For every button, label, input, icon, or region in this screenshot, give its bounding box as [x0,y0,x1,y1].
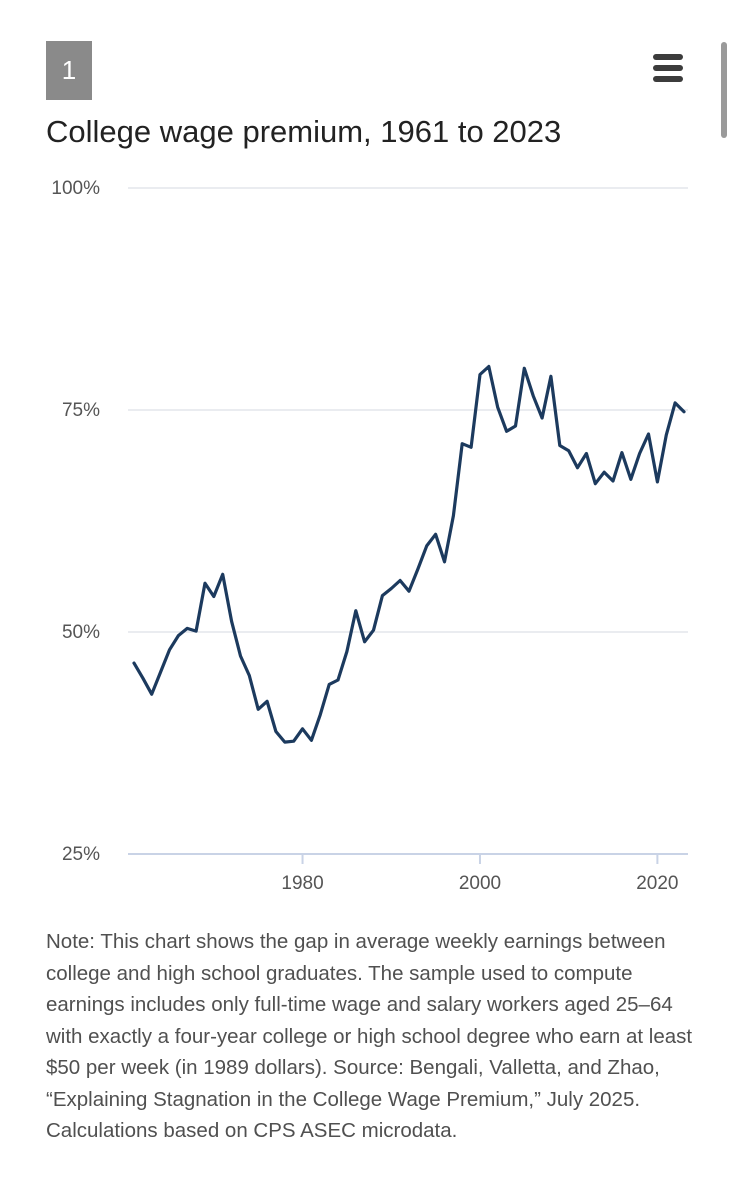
data-point[interactable] [378,592,386,600]
data-point[interactable] [512,422,520,430]
data-point[interactable] [441,558,449,566]
x-tick-label: 2020 [636,873,678,894]
y-tick-label: 75% [62,400,100,421]
data-point[interactable] [503,427,511,435]
data-point[interactable] [352,607,360,615]
data-point[interactable] [183,624,191,632]
data-point[interactable] [157,668,165,676]
data-point[interactable] [653,478,661,486]
data-point[interactable] [334,676,342,684]
data-point[interactable] [219,570,227,578]
scrollbar-thumb[interactable] [721,42,727,138]
data-point[interactable] [467,443,475,451]
data-point[interactable] [494,403,502,411]
data-point[interactable] [609,477,617,485]
hamburger-menu-icon [653,76,683,82]
data-point[interactable] [307,736,315,744]
data-point[interactable] [538,414,546,422]
data-point[interactable] [556,442,564,450]
y-tick-label: 100% [51,178,100,199]
chart-menu-button[interactable] [648,50,688,86]
data-point[interactable] [192,627,200,635]
data-point[interactable] [636,450,644,458]
hamburger-menu-icon [653,54,683,60]
series-line [132,364,686,744]
data-point[interactable] [600,468,608,476]
data-point[interactable] [228,617,236,625]
data-point[interactable] [325,680,333,688]
data-point[interactable] [547,372,555,380]
data-point[interactable] [130,659,138,667]
data-point[interactable] [423,542,431,550]
data-point[interactable] [458,440,466,448]
data-point[interactable] [520,364,528,372]
y-tick-label: 25% [62,844,100,865]
data-point[interactable] [299,725,307,733]
data-point[interactable] [281,738,289,746]
chart-note: Note: This chart shows the gap in averag… [46,930,693,1142]
data-point[interactable] [449,512,457,520]
data-point[interactable] [361,638,369,646]
data-point[interactable] [210,593,218,601]
data-point[interactable] [618,449,626,457]
hamburger-menu-icon [653,65,683,71]
data-point[interactable] [565,447,573,455]
data-point[interactable] [529,392,537,400]
data-point[interactable] [582,450,590,458]
data-point[interactable] [387,585,395,593]
data-point[interactable] [476,371,484,379]
data-point[interactable] [662,431,670,439]
data-point[interactable] [414,565,422,573]
data-point[interactable] [254,705,262,713]
data-point[interactable] [343,648,351,656]
data-point[interactable] [396,577,404,585]
y-tick-label: 50% [62,622,100,643]
data-point[interactable] [370,626,378,634]
x-tick-label: 1980 [281,873,323,894]
data-point[interactable] [174,632,182,640]
data-point[interactable] [671,399,679,407]
data-point[interactable] [316,711,324,719]
data-point[interactable] [485,363,493,371]
x-tick-label: 2000 [459,873,501,894]
chart-title: College wage premium, 1961 to 2023 [46,114,562,149]
data-point[interactable] [272,728,280,736]
data-point[interactable] [680,408,688,416]
data-point[interactable] [139,674,147,682]
data-point[interactable] [148,690,156,698]
data-point[interactable] [645,430,653,438]
data-point[interactable] [237,652,245,660]
data-point[interactable] [591,480,599,488]
line-chart: 25% 50% 75% 100% 1980 2000 2020 [51,178,688,894]
data-point[interactable] [263,697,271,705]
data-point[interactable] [201,579,209,587]
figure-number-badge: 1 [46,41,92,100]
data-point[interactable] [432,530,440,538]
data-point[interactable] [166,646,174,654]
data-point[interactable] [245,672,253,680]
data-point[interactable] [574,464,582,472]
data-point[interactable] [405,587,413,595]
data-point[interactable] [627,475,635,483]
data-point[interactable] [290,737,298,745]
